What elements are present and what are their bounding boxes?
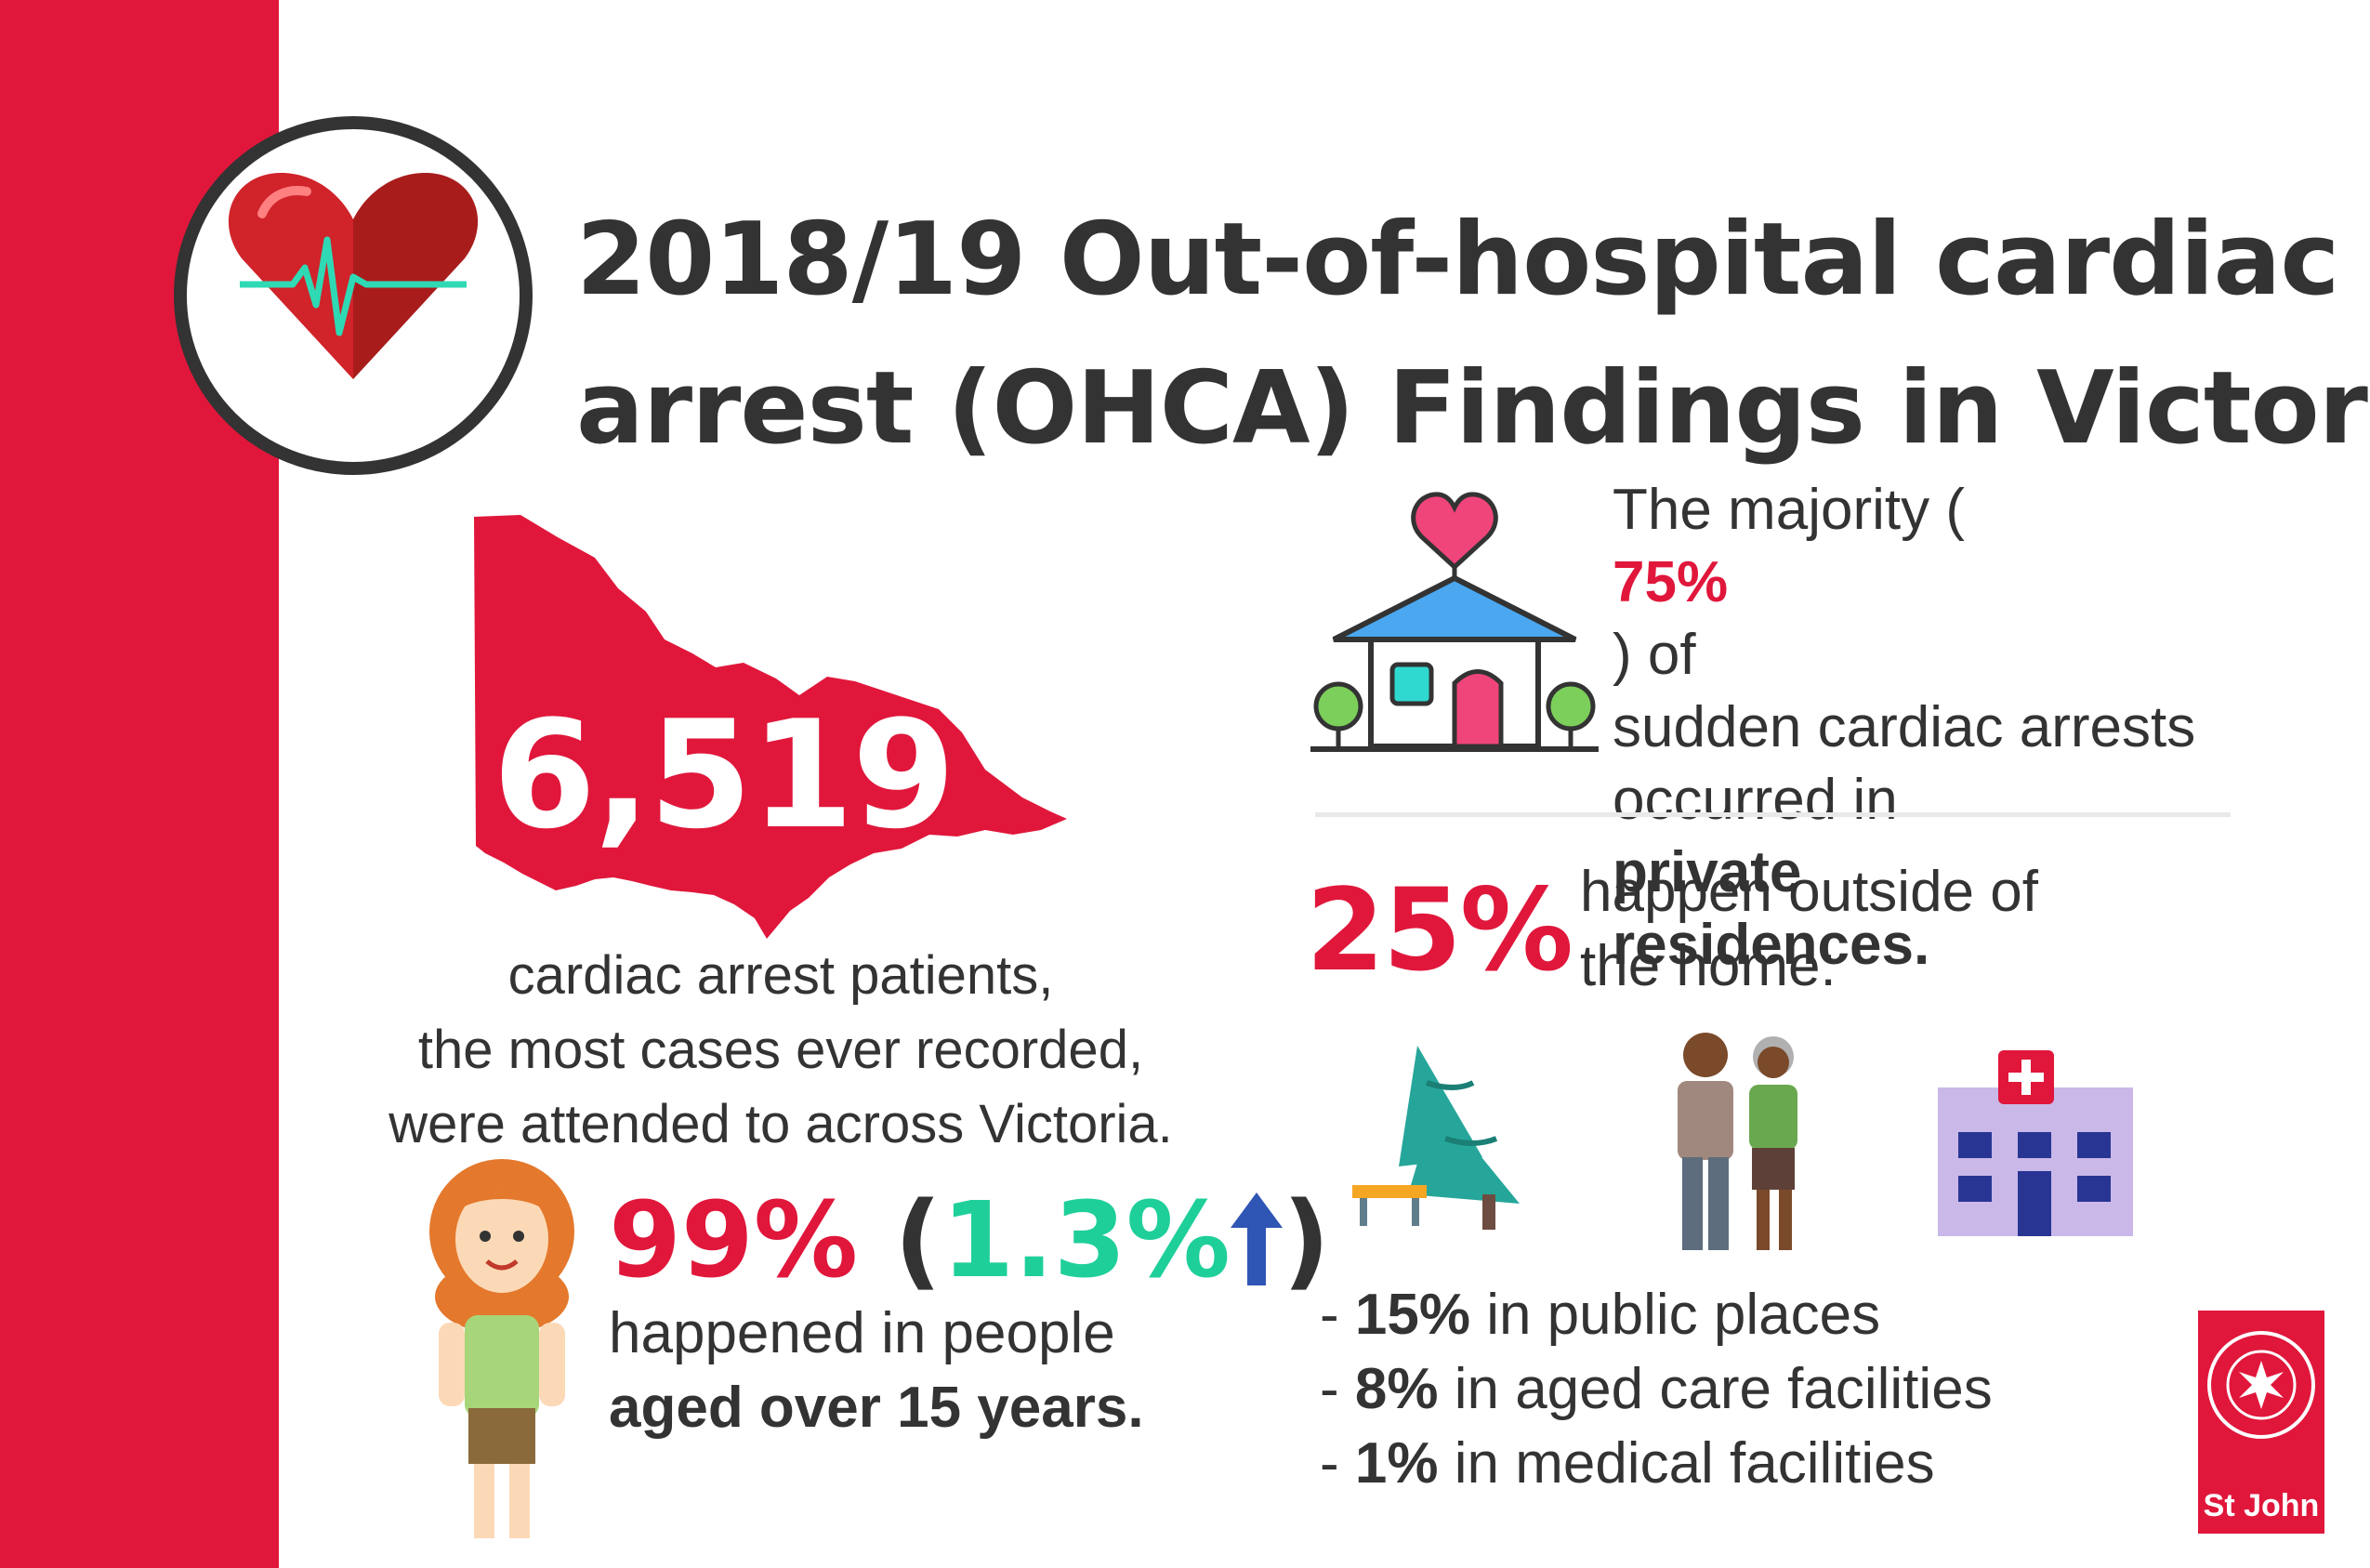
list-dash: -: [1320, 1431, 1355, 1496]
outside-line-2: the home:: [1580, 934, 1837, 998]
residence-line-4: residences.: [1613, 913, 1930, 977]
caption-line-3: were attended to across Victoria.: [388, 1094, 1173, 1154]
list-item: - 1% in medical facilities: [1320, 1427, 1993, 1501]
park-icon: [1352, 1046, 1520, 1230]
arrow-up-icon: [1230, 1192, 1283, 1285]
age-line-2: aged over 15 years.: [609, 1376, 1144, 1440]
outside-line-1: happen outside of: [1580, 860, 2038, 924]
title-line-1: 2018/19 Out-of-hospital cardiac: [576, 202, 2339, 318]
list-label: in aged care facilities: [1438, 1357, 1993, 1421]
section-divider: [1315, 812, 2231, 817]
hospital-icon: [1938, 1050, 2133, 1236]
residence-line3-pre: occurred in: [1613, 768, 1898, 832]
age-stat-text: happened in people aged over 15 years.: [609, 1297, 1144, 1445]
close-paren: ): [1282, 1180, 1331, 1301]
age-line-1: happened in people: [609, 1301, 1115, 1365]
list-item: - 8% in aged care facilities: [1320, 1352, 1993, 1427]
age-stat-headline: 99% (1.3%): [609, 1180, 1330, 1301]
outside-text: happen outside of the home:: [1580, 855, 2038, 1004]
list-item: - 15% in public places: [1320, 1278, 1993, 1352]
residence-pre: The majority (: [1613, 478, 1965, 542]
heart-ecg-icon: [174, 116, 533, 475]
residence-percent: 75%: [1613, 550, 1729, 614]
st-john-emblem: [2207, 1331, 2315, 1439]
victoria-map: [474, 515, 1067, 939]
outside-percent: 25%: [1306, 864, 1573, 996]
age-stat-change: 1.3%: [941, 1180, 1231, 1301]
list-value: 1%: [1354, 1431, 1439, 1496]
outside-breakdown-list: - 15% in public places - 8% in aged care…: [1320, 1278, 1993, 1501]
elderly-couple-icon: [1678, 1033, 1797, 1250]
patients-count: 6,519: [493, 688, 955, 862]
residence-line-1: The majority ( 75% ) of: [1613, 474, 2195, 692]
residence-line-3: occurred in private: [1613, 764, 2195, 909]
caption-line-2: the most cases ever recorded,: [417, 1020, 1144, 1080]
age-stat-percent: 99%: [609, 1180, 859, 1301]
list-label: in public places: [1469, 1283, 1881, 1347]
list-dash: -: [1320, 1357, 1355, 1421]
list-label: in medical facilities: [1438, 1431, 1935, 1496]
caption-line-1: cardiac arrest patients,: [507, 945, 1054, 1006]
woman-icon: [429, 1159, 574, 1538]
list-value: 8%: [1354, 1357, 1439, 1421]
page-title: 2018/19 Out-of-hospital cardiac arrest (…: [576, 186, 2370, 483]
logo-text: St John: [2203, 1488, 2320, 1523]
residence-line-2: sudden cardiac arrests: [1613, 695, 2196, 759]
patients-caption: cardiac arrest patients, the most cases …: [353, 939, 1208, 1162]
residence-line3-bold: private: [1613, 840, 1802, 904]
list-value: 15%: [1354, 1283, 1470, 1347]
residence-stat: The majority ( 75% ) of sudden cardiac arr…: [1613, 474, 2195, 982]
residence-post: ) of: [1613, 623, 1696, 687]
list-dash: -: [1320, 1283, 1355, 1347]
open-paren: (: [894, 1180, 942, 1301]
st-john-logo: St John: [2198, 1311, 2324, 1534]
title-line-2: arrest (OHCA) Findings in Victoria: [576, 350, 2370, 467]
house-heart-icon: [1310, 492, 1599, 752]
